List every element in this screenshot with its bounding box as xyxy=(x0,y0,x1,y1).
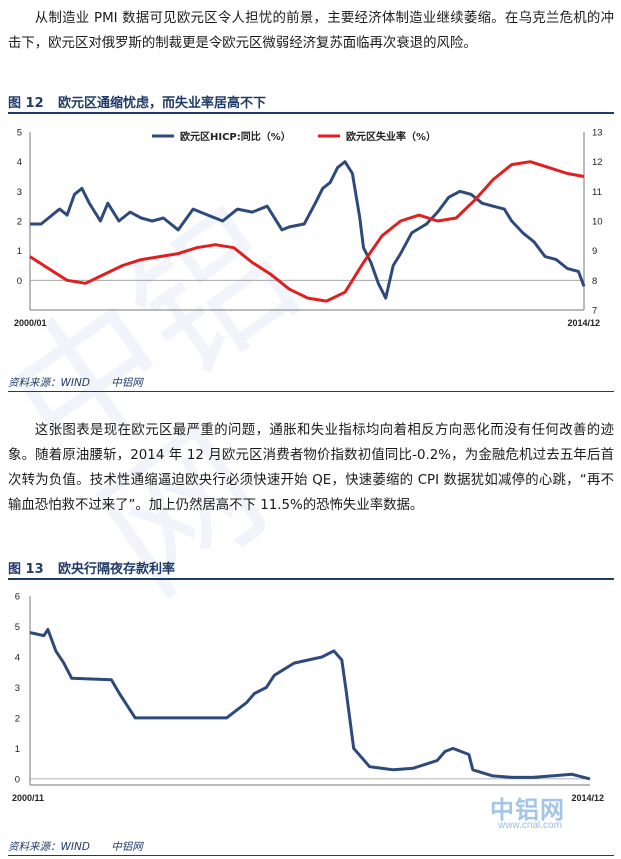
x-tick-label: 2014/12 xyxy=(571,793,604,803)
y-tick-label: 5 xyxy=(15,622,20,633)
y2-tick-label: 8 xyxy=(592,276,597,287)
y-tick-label: 1 xyxy=(17,246,22,257)
source-label: 资料来源：WIND xyxy=(8,377,90,389)
y2-tick-label: 13 xyxy=(592,128,603,139)
y-tick-label: 2 xyxy=(17,217,22,228)
x-tick-label: 2014/12 xyxy=(567,318,600,328)
figure-title: 图 13 欧央行隔夜存款利率 xyxy=(8,556,614,580)
site-url: www.cnal.com xyxy=(498,820,562,831)
source-org: 中铝网 xyxy=(111,841,143,853)
figure-source: 资料来源：WIND 中铝网 xyxy=(8,375,614,392)
y-tick-label: 0 xyxy=(17,276,22,287)
y2-tick-label: 7 xyxy=(592,306,597,317)
figure-number: 图 12 xyxy=(8,96,44,111)
series-line xyxy=(30,160,586,300)
y-tick-label: 5 xyxy=(17,128,22,139)
figure-number: 图 13 xyxy=(8,562,44,577)
y-tick-label: 2 xyxy=(15,713,20,724)
legend-label: 欧元区失业率（%） xyxy=(346,130,436,143)
ecb-deposit-rate-chart: 0 1 2 3 4 5 6 2000/11 2014/12 xyxy=(12,592,604,804)
series-line xyxy=(29,628,591,781)
y2-tick-label: 9 xyxy=(592,246,597,257)
series-line xyxy=(29,160,585,303)
figure-title: 图 12 欧元区通缩忧虑，而失业率居高不下 xyxy=(8,90,614,114)
y-tick-label: 3 xyxy=(17,187,22,198)
y-tick-label: 0 xyxy=(15,774,20,785)
figure-source: 资料来源：WIND 中铝网 xyxy=(8,839,614,856)
paragraph: 从制造业 PMI 数据可见欧元区令人担忧的前景，主要经济体制造业继续萎缩。在乌克… xyxy=(8,11,614,51)
y2-tick-label: 10 xyxy=(592,217,603,228)
y-tick-label: 4 xyxy=(17,157,22,168)
y-tick-label: 4 xyxy=(15,652,20,663)
y-tick-label: 1 xyxy=(15,744,20,755)
y2-tick-label: 11 xyxy=(592,187,602,198)
site-logo: 中铝网 xyxy=(490,796,565,824)
x-tick-label: 2000/11 xyxy=(12,793,44,803)
source-label: 资料来源：WIND xyxy=(8,841,90,853)
x-tick-label: 2000/01 xyxy=(14,318,47,328)
y2-tick-label: 12 xyxy=(592,157,603,168)
source-org: 中铝网 xyxy=(111,377,143,389)
legend-label: 欧元区HICP:同比（%） xyxy=(180,130,291,143)
figure-caption: 欧央行隔夜存款利率 xyxy=(58,562,176,577)
y-tick-label: 3 xyxy=(15,683,20,694)
y-tick-label: 6 xyxy=(15,592,20,603)
figure-caption: 欧元区通缩忧虑，而失业率居高不下 xyxy=(58,96,267,111)
paragraph: 这张图表是现在欧元区最严重的问题，通胀和失业指标均向着相反方向恶化而没有任何改善… xyxy=(8,423,614,513)
